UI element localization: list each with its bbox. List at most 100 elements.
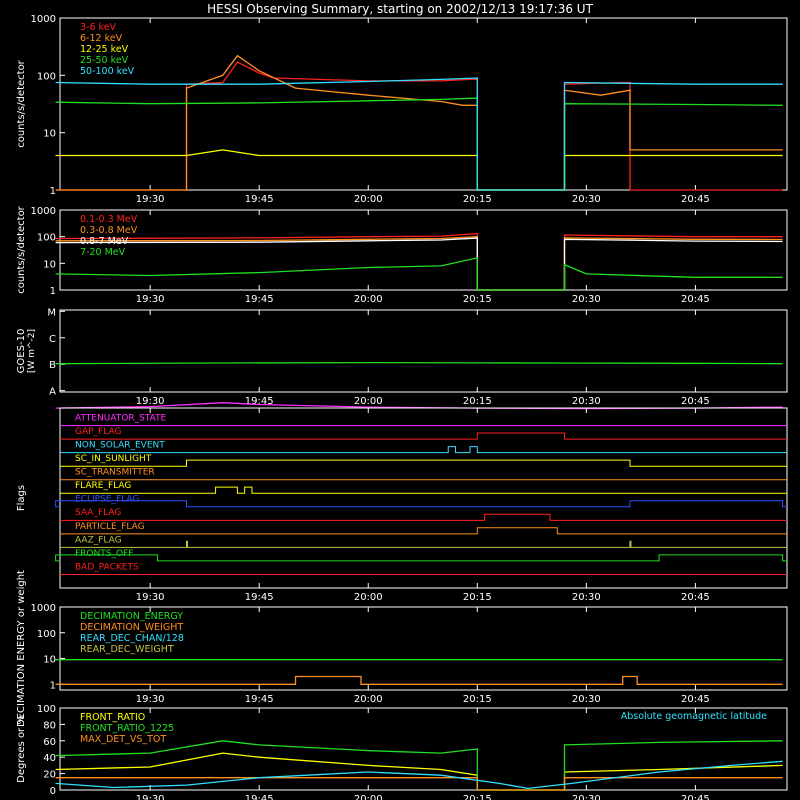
x-tick-label: 20:45 — [681, 694, 710, 705]
legend-entry: 25-50 keV — [80, 55, 129, 66]
panel-frame — [59, 17, 788, 191]
panels: 19:30 19:45 20:00 20:15 20:30 20:451101001000… — [16, 14, 788, 800]
panel-frame — [59, 407, 788, 589]
x-tick-label: 19:45 — [245, 592, 274, 603]
series-line-front-ratio — [55, 752, 783, 791]
x-tick-label: 19:30 — [136, 294, 165, 305]
legend-entry: FRONT_RATIO_1225 — [80, 723, 174, 734]
y-axis-label: GOES-10 — [16, 329, 27, 374]
series-line-50-100-kev — [55, 77, 783, 191]
flag-label: BAD_PACKETS — [75, 562, 139, 572]
x-tick-label: 20:30 — [572, 294, 601, 305]
x-tick-label: 20:15 — [463, 194, 492, 205]
flag-line-flare_flag — [60, 486, 787, 494]
flag-label: ECLIPSE_FLAG — [75, 495, 139, 505]
x-tick-label: 19:30 — [136, 592, 165, 603]
y-tick-label: A — [49, 387, 56, 398]
y-tick-label: 100 — [37, 233, 56, 244]
legend-entry: REAR_DEC_CHAN/128 — [80, 633, 184, 644]
y-tick-label: B — [49, 360, 56, 371]
flag-label: FRONTS_OFF — [75, 549, 133, 559]
x-tick-label: 20:15 — [463, 396, 492, 407]
x-tick-label: 20:30 — [572, 592, 601, 603]
y-tick-label: 0 — [50, 786, 56, 797]
y-tick-label: 1 — [50, 680, 56, 691]
legend-entry: 6-12 keV — [80, 33, 123, 44]
y-tick-label: 1000 — [31, 206, 56, 217]
flag-label: GAP_FLAG — [75, 427, 121, 437]
panel-decimation: 19:30 19:45 20:00 20:15 20:30 20:45 1 10 100 1000… — [16, 570, 788, 727]
flag-line-non_solar_event — [60, 446, 787, 454]
x-tick-label: 20:45 — [681, 592, 710, 603]
flag-label: NON_SOLAR_EVENT — [75, 441, 165, 451]
y-tick-label: 100 — [37, 629, 56, 640]
page-title: HESSI Observing Summary, starting on 200… — [207, 2, 593, 16]
flag-line-sc_in_sunlight — [60, 459, 787, 467]
y-axis-label: counts/s/detector — [16, 205, 27, 293]
series-line-3-6-kev — [55, 61, 783, 191]
x-tick-label: 20:45 — [681, 794, 710, 800]
y-tick-label: 80 — [43, 720, 56, 731]
x-tick-label: 20:00 — [354, 396, 383, 407]
y-tick-label: 1000 — [31, 14, 56, 25]
x-tick-label: 20:45 — [681, 194, 710, 205]
legend-entry: 12-25 keV — [80, 44, 129, 55]
y-tick-label: 1 — [50, 186, 56, 197]
x-tick-label: 19:30 — [136, 194, 165, 205]
panel-frame — [59, 707, 788, 791]
x-tick-label: 20:15 — [463, 794, 492, 800]
series-line-unlabeled — [55, 760, 783, 790]
panel-ratios: 19:30 19:45 20:00 20:15 20:30 20:45 0 20 40 60 80 1… — [16, 704, 788, 800]
x-tick-label: 19:30 — [136, 794, 165, 800]
x-tick-label: 20:15 — [463, 694, 492, 705]
y-axis-units: [W m^-2] — [27, 329, 37, 373]
y-tick-label: 20 — [43, 770, 56, 781]
y-axis-label: Flags — [16, 485, 27, 511]
flag-label: SC_TRANSMITTER — [75, 468, 155, 478]
legend-entry: 50-100 keV — [80, 66, 135, 77]
panel-frame — [59, 606, 788, 691]
x-tick-label: 19:45 — [245, 396, 274, 407]
y-tick-label: M — [47, 307, 56, 318]
x-tick-label: 20:00 — [354, 694, 383, 705]
y-tick-label: 100 — [37, 71, 56, 82]
x-tick-label: 19:45 — [245, 794, 274, 800]
legend-entry: DECIMATION_ENERGY — [80, 611, 183, 622]
x-tick-label: 20:30 — [572, 794, 601, 800]
flag-line-saa_flag — [60, 513, 787, 521]
legend-entry: DECIMATION_WEIGHT — [80, 622, 183, 633]
legend-entry: 3-6 keV — [80, 22, 117, 33]
x-tick-label: 20:30 — [572, 194, 601, 205]
y-tick-label: 60 — [43, 737, 56, 748]
x-tick-label: 19:45 — [245, 294, 274, 305]
x-tick-label: 19:30 — [136, 694, 165, 705]
x-tick-label: 20:00 — [354, 592, 383, 603]
flag-line-fronts_off — [55, 554, 787, 562]
y-axis-label: DECIMATION ENERGY or weight — [16, 570, 27, 727]
flag-line-eclipse_flag — [55, 500, 787, 508]
legend-entry: 0.8-7 MeV — [80, 236, 129, 247]
series-line-front-ratio-1225 — [55, 740, 783, 791]
legend-entry: 7-20 MeV — [80, 247, 126, 258]
flag-line-particle_flag — [60, 527, 787, 535]
y-axis-label: counts/s/detector — [16, 59, 27, 147]
x-tick-label: 20:15 — [463, 294, 492, 305]
legend-entry: FRONT_RATIO — [80, 712, 145, 723]
x-tick-label: 20:30 — [572, 396, 601, 407]
flag-label: FLARE_FLAG — [75, 481, 131, 491]
x-tick-label: 20:00 — [354, 294, 383, 305]
flag-line-gap_flag — [60, 432, 787, 440]
series-line-0-3-0-8-mev — [55, 236, 783, 291]
series-line-decimation-weight — [55, 675, 783, 685]
series-line-0-8-7-mev — [55, 237, 783, 291]
panel-frame — [59, 309, 788, 393]
y-tick-label: 1000 — [31, 603, 56, 614]
legend-entry: 0.1-0.3 MeV — [80, 214, 138, 225]
y-tick-label: 10 — [43, 259, 56, 270]
series-line-25-50-kev — [55, 97, 783, 191]
legend-entry: REAR_DEC_WEIGHT — [80, 644, 174, 655]
panel-annotation: Absolute geomagnetic latitude — [621, 711, 767, 722]
series-line-12-25-kev — [55, 149, 783, 191]
flag-line-aaz_flag — [60, 540, 787, 548]
